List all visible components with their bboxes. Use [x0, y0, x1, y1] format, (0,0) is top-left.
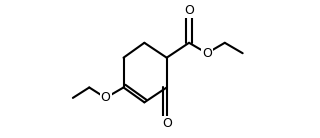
- Text: O: O: [162, 117, 172, 130]
- Text: O: O: [202, 47, 212, 60]
- Text: O: O: [184, 4, 194, 18]
- Text: O: O: [101, 91, 111, 104]
